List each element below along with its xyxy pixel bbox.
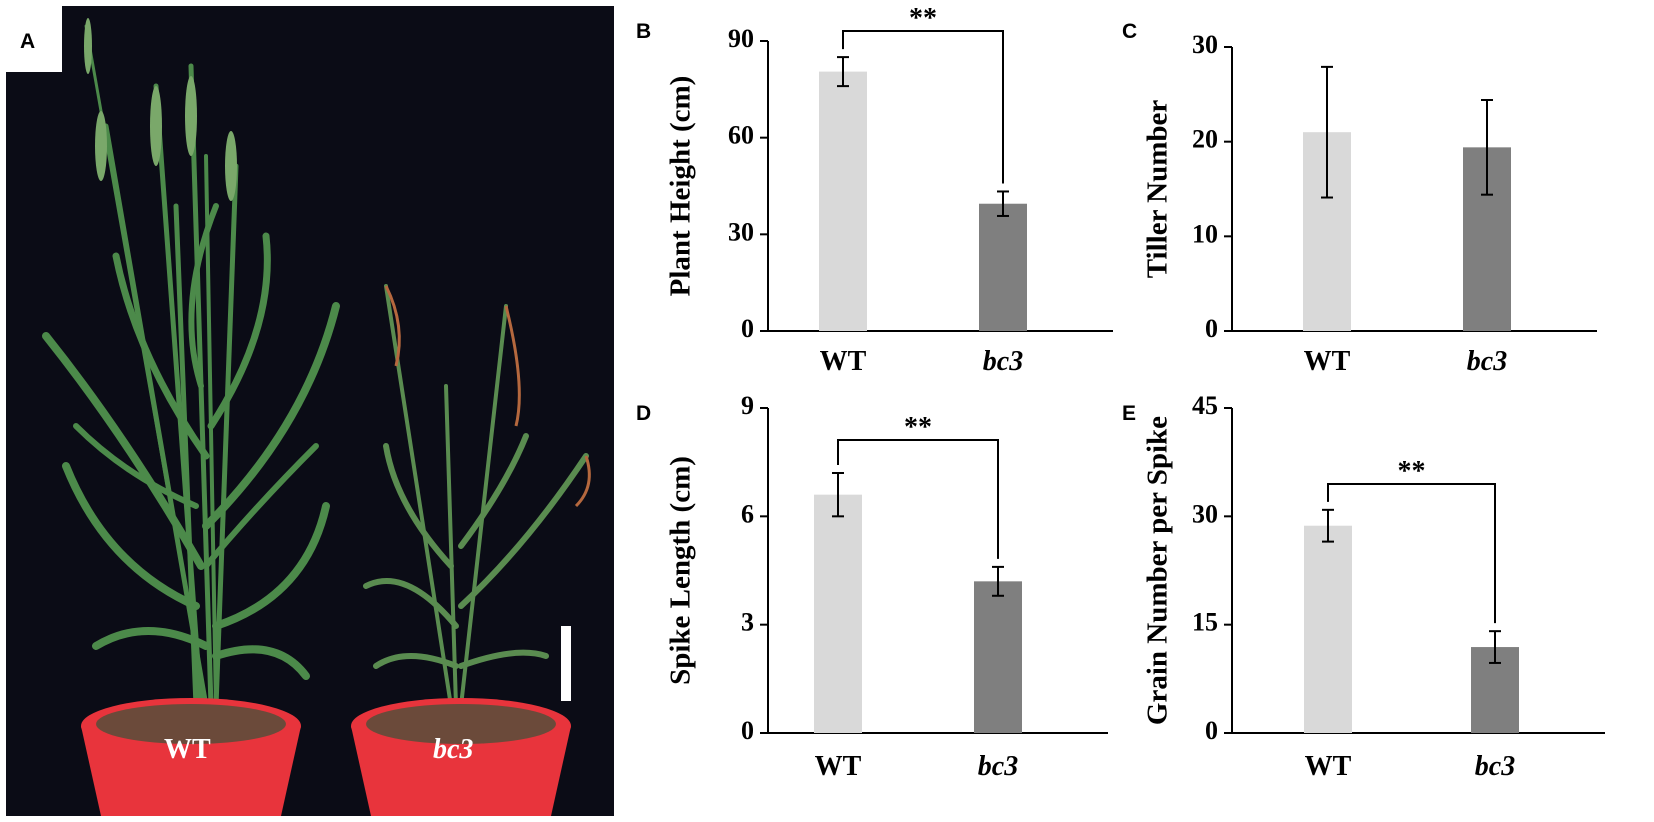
scale-bar: [561, 626, 571, 701]
y-axis-title-d: Spike Length (cm): [665, 456, 697, 685]
wt-spikes: [84, 18, 237, 201]
category-label-c-0: WT: [1304, 346, 1351, 377]
significance-label-b: **: [909, 3, 937, 34]
panel-letter-e: E: [1122, 402, 1136, 425]
category-label-e-0: WT: [1305, 751, 1352, 782]
y-tick-label-e-2: 30: [1192, 499, 1218, 528]
category-label-c-1: bc3: [1467, 346, 1507, 377]
significance-label-e: **: [1398, 456, 1426, 487]
y-axis-title-b: Plant Height (cm): [665, 76, 697, 297]
bar-d-0: [814, 494, 862, 733]
y-tick-label-d-1: 3: [741, 608, 754, 637]
wt-pot: [81, 698, 301, 816]
panel-letter-b: B: [636, 20, 651, 43]
y-axis-title-e: Grain Number per Spike: [1142, 416, 1174, 725]
category-label-d-0: WT: [815, 751, 862, 782]
plant-photo: A WT bc3: [6, 6, 614, 816]
bar-d-1: [974, 581, 1022, 733]
panel-letter-c: C: [1122, 20, 1137, 43]
y-tick-label-c-0: 0: [1205, 314, 1218, 343]
significance-bracket-b: [842, 30, 1004, 184]
panel-c-box: [1114, 14, 1144, 44]
y-tick-label-e-0: 0: [1205, 716, 1218, 745]
photo-label-bc3: bc3: [433, 734, 473, 765]
panel-d-box: [628, 396, 658, 426]
panel-letter-a: A: [20, 30, 35, 53]
y-tick-label-d-2: 6: [741, 499, 754, 528]
bc3-dry-leaves: [384, 285, 591, 508]
panel-b-box: [628, 14, 658, 44]
y-tick-label-c-2: 20: [1192, 125, 1218, 154]
bar-b-1: [979, 203, 1027, 331]
category-label-d-1: bc3: [978, 751, 1018, 782]
y-tick-label-c-3: 30: [1192, 30, 1218, 59]
y-tick-label-b-1: 30: [728, 217, 754, 246]
y-tick-label-d-0: 0: [741, 716, 754, 745]
panel-letter-d: D: [636, 402, 651, 425]
y-tick-label-b-2: 60: [728, 121, 754, 150]
y-tick-label-d-3: 9: [741, 391, 754, 420]
photo-label-wt: WT: [164, 734, 211, 765]
y-tick-label-b-3: 90: [728, 24, 754, 53]
y-tick-label-b-0: 0: [741, 314, 754, 343]
category-label-b-0: WT: [820, 346, 867, 377]
category-label-e-1: bc3: [1475, 751, 1515, 782]
wt-plant: [42, 24, 340, 709]
bc3-pot: [351, 698, 571, 816]
y-axis-title-c: Tiller Number: [1142, 100, 1174, 279]
y-tick-label-e-3: 45: [1192, 391, 1218, 420]
significance-bracket-e: [1327, 483, 1496, 624]
y-tick-label-c-1: 10: [1192, 219, 1218, 248]
panel-a-box: [6, 6, 62, 72]
bar-e-0: [1304, 525, 1352, 733]
significance-label-d: **: [904, 412, 932, 443]
bar-b-0: [819, 71, 867, 331]
y-tick-label-e-1: 15: [1192, 608, 1218, 637]
category-label-b-1: bc3: [983, 346, 1023, 377]
significance-bracket-d: [837, 439, 999, 559]
panel-e-box: [1114, 396, 1144, 426]
